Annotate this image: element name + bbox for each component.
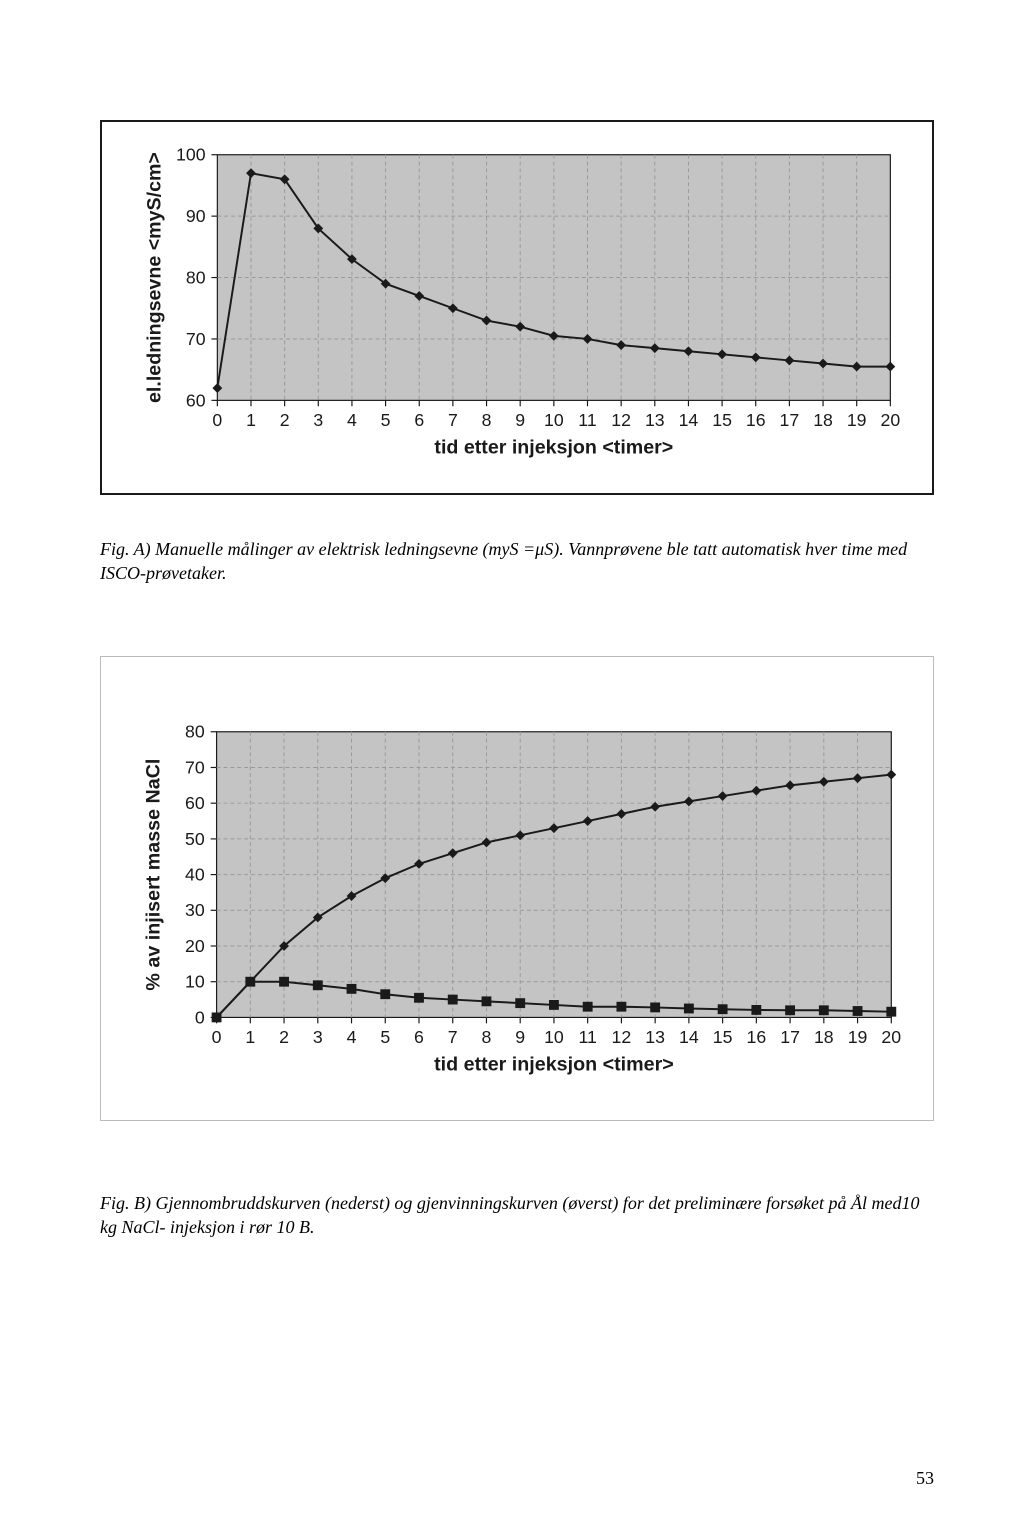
svg-text:60: 60	[186, 390, 206, 410]
svg-text:80: 80	[186, 267, 206, 287]
svg-text:80: 80	[185, 721, 205, 741]
svg-text:70: 70	[185, 757, 205, 777]
svg-text:0: 0	[195, 1007, 205, 1027]
svg-text:6: 6	[414, 1027, 424, 1047]
svg-text:0: 0	[212, 1027, 222, 1047]
svg-text:13: 13	[645, 410, 665, 430]
svg-text:3: 3	[313, 1027, 323, 1047]
svg-text:10: 10	[544, 410, 564, 430]
svg-text:2: 2	[279, 1027, 289, 1047]
svg-text:7: 7	[448, 410, 458, 430]
svg-text:50: 50	[185, 828, 205, 848]
svg-text:40: 40	[185, 864, 205, 884]
svg-text:10: 10	[185, 971, 205, 991]
chart-b: 0123456789101112131415161718192001020304…	[123, 717, 911, 1096]
svg-text:2: 2	[280, 410, 290, 430]
svg-text:70: 70	[186, 329, 206, 349]
chart-a: 0123456789101112131415161718192060708090…	[124, 140, 910, 479]
svg-text:20: 20	[881, 410, 901, 430]
svg-text:15: 15	[713, 1027, 733, 1047]
svg-text:tid etter injeksjon <timer>: tid etter injeksjon <timer>	[434, 1053, 674, 1075]
svg-text:8: 8	[482, 1027, 492, 1047]
svg-text:3: 3	[313, 410, 323, 430]
svg-text:4: 4	[347, 1027, 357, 1047]
svg-text:0: 0	[212, 410, 222, 430]
svg-text:17: 17	[780, 410, 800, 430]
svg-text:6: 6	[414, 410, 424, 430]
svg-text:14: 14	[679, 1027, 699, 1047]
chart-b-frame: 0123456789101112131415161718192001020304…	[100, 656, 934, 1121]
svg-text:5: 5	[380, 1027, 390, 1047]
svg-text:11: 11	[578, 410, 596, 430]
svg-text:19: 19	[848, 1027, 868, 1047]
svg-text:7: 7	[448, 1027, 458, 1047]
svg-text:100: 100	[176, 145, 206, 165]
svg-text:90: 90	[186, 206, 206, 226]
svg-text:16: 16	[746, 1027, 766, 1047]
caption-b: Fig. B) Gjennombruddskurven (nederst) og…	[100, 1191, 934, 1240]
svg-text:30: 30	[185, 900, 205, 920]
svg-text:60: 60	[185, 793, 205, 813]
svg-text:tid etter injeksjon <timer>: tid etter injeksjon <timer>	[434, 436, 673, 458]
svg-text:8: 8	[482, 410, 492, 430]
svg-text:13: 13	[645, 1027, 665, 1047]
svg-text:16: 16	[746, 410, 766, 430]
svg-text:el.ledningsevne <myS/cm>: el.ledningsevne <myS/cm>	[143, 152, 165, 403]
svg-text:18: 18	[814, 1027, 834, 1047]
svg-text:17: 17	[780, 1027, 800, 1047]
svg-text:15: 15	[712, 410, 732, 430]
chart-a-frame: 0123456789101112131415161718192060708090…	[100, 120, 934, 495]
svg-text:9: 9	[515, 1027, 525, 1047]
svg-text:10: 10	[544, 1027, 564, 1047]
page: 0123456789101112131415161718192060708090…	[0, 0, 1024, 1529]
svg-text:20: 20	[185, 936, 205, 956]
svg-text:12: 12	[611, 410, 631, 430]
svg-text:14: 14	[679, 410, 699, 430]
svg-text:1: 1	[246, 410, 256, 430]
svg-text:18: 18	[813, 410, 833, 430]
svg-text:% av injisert masse NaCl: % av injisert masse NaCl	[142, 758, 164, 990]
svg-text:5: 5	[381, 410, 391, 430]
svg-text:20: 20	[881, 1027, 901, 1047]
page-number: 53	[916, 1468, 934, 1489]
svg-text:19: 19	[847, 410, 867, 430]
svg-text:4: 4	[347, 410, 357, 430]
svg-text:12: 12	[612, 1027, 632, 1047]
svg-text:9: 9	[515, 410, 525, 430]
caption-a: Fig. A) Manuelle målinger av elektrisk l…	[100, 537, 934, 586]
svg-text:1: 1	[245, 1027, 255, 1047]
svg-text:11: 11	[578, 1027, 596, 1047]
